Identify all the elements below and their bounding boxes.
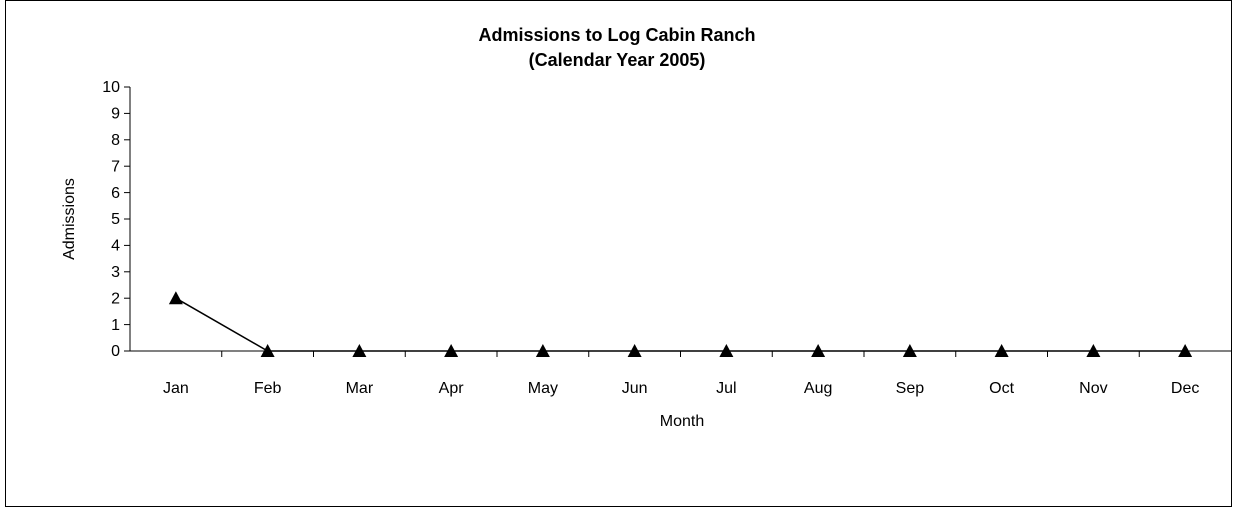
y-tick-label: 3 xyxy=(111,264,120,281)
data-point xyxy=(902,344,917,357)
y-tick-label: 1 xyxy=(111,317,120,334)
data-point xyxy=(811,344,826,357)
x-tick-label: Jun xyxy=(622,380,648,397)
data-point xyxy=(168,291,183,305)
x-tick-label: Feb xyxy=(254,380,282,397)
x-tick-label: Jul xyxy=(716,380,736,397)
data-point xyxy=(1086,344,1101,357)
data-point xyxy=(535,344,550,357)
x-tick-label: Apr xyxy=(439,380,465,397)
y-tick-label: 8 xyxy=(111,132,120,149)
y-tick-label: 6 xyxy=(111,185,120,202)
x-tick-label: Sep xyxy=(896,380,925,397)
x-tick-label: Mar xyxy=(346,380,374,397)
x-tick-label: Aug xyxy=(804,380,832,397)
y-tick-label: 5 xyxy=(111,211,120,228)
data-point xyxy=(260,344,275,357)
data-point xyxy=(627,344,642,357)
x-tick-label: Oct xyxy=(989,380,1014,397)
chart-border xyxy=(5,0,1232,507)
chart-subtitle: (Calendar Year 2005) xyxy=(529,50,706,70)
data-point xyxy=(1178,344,1193,357)
x-tick-label: May xyxy=(528,380,558,397)
data-point xyxy=(719,344,734,357)
data-line xyxy=(175,297,1186,352)
data-point xyxy=(444,344,459,357)
y-tick-label: 4 xyxy=(111,238,120,255)
y-tick-label: 7 xyxy=(111,158,120,175)
data-point xyxy=(994,344,1009,357)
x-axis-label: Month xyxy=(660,413,704,430)
y-tick-label: 10 xyxy=(102,79,120,96)
data-point xyxy=(352,344,367,357)
y-tick-label: 0 xyxy=(111,343,120,360)
y-tick-label: 2 xyxy=(111,290,120,307)
x-tick-label: Jan xyxy=(163,380,189,397)
x-tick-label: Nov xyxy=(1079,380,1107,397)
y-axis-label: Admissions xyxy=(61,178,78,260)
y-tick-label: 9 xyxy=(111,106,120,123)
x-tick-label: Dec xyxy=(1171,380,1199,397)
chart-title: Admissions to Log Cabin Ranch xyxy=(478,25,755,45)
